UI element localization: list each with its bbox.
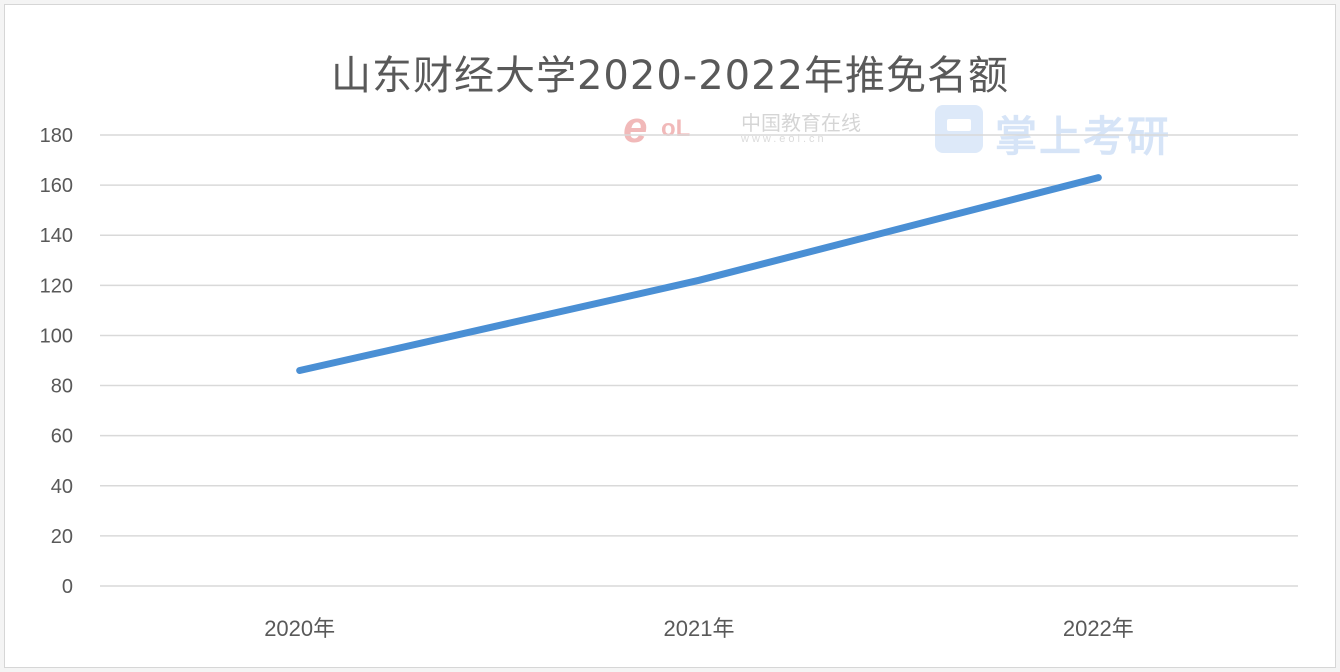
y-tick-label: 120 [40,275,73,297]
eol-logo-text: oL [661,115,691,142]
y-tick-label: 60 [51,426,73,448]
x-tick-label: 2020年 [264,616,335,641]
y-tick-label: 0 [62,576,73,598]
eol-logo-icon: e [623,103,648,152]
y-tick-label: 140 [40,225,73,247]
x-tick-label: 2021年 [664,616,735,641]
zsky-watermark: 掌上考研 [935,103,1215,160]
eol-name: 中国教育在线 [741,113,861,135]
y-tick-label: 100 [40,325,73,347]
y-tick-label: 20 [51,526,73,548]
x-tick-label: 2022年 [1063,616,1134,641]
graduation-cap-icon [935,105,983,153]
y-tick-label: 40 [51,476,73,498]
y-tick-label: 180 [40,125,73,147]
series-line [296,174,1102,375]
chart-title: 山东财经大学2020-2022年推免名额 [330,53,1010,99]
eol-url: www.eol.cn [741,133,827,145]
y-tick-label: 80 [51,376,73,398]
y-tick-label: 160 [40,175,73,197]
zsky-name: 掌上考研 [995,113,1172,160]
eol-watermark: e oL 中国教育在线 www.eol.cn [623,101,903,157]
